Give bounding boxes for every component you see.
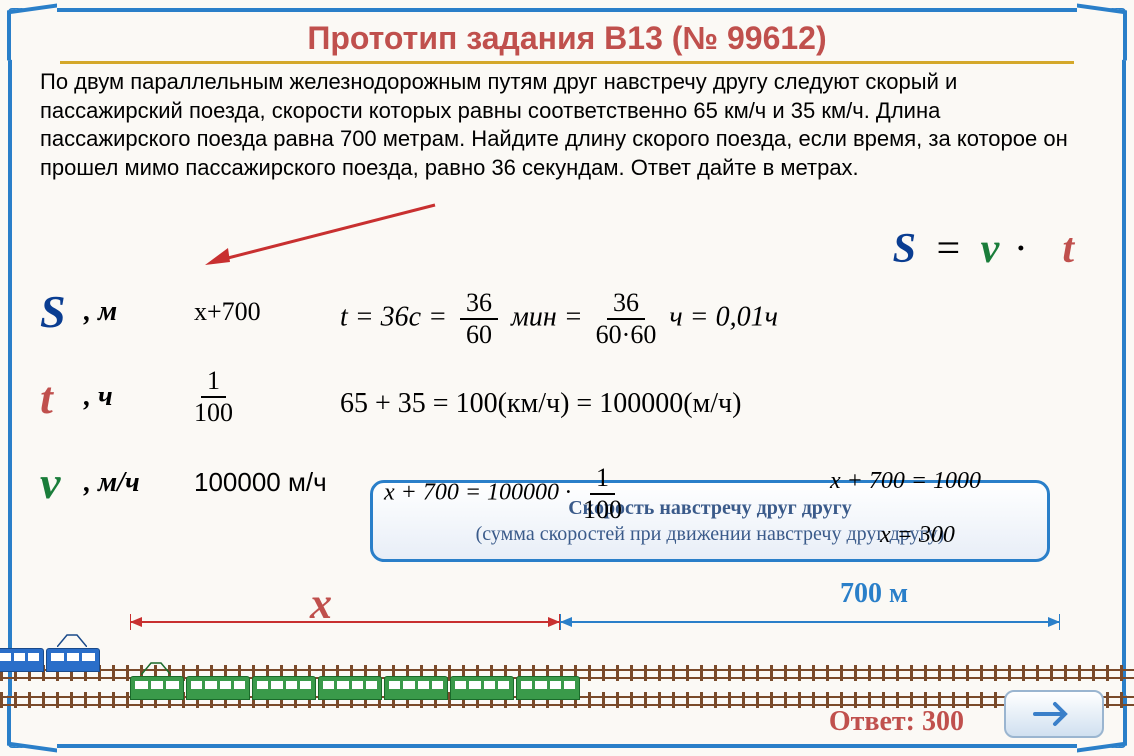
next-button[interactable] bbox=[1004, 690, 1104, 738]
var-s: S bbox=[40, 285, 80, 338]
calc-time: t = 36c = 36 60 мин = 36 60·60 ч = 0,01ч bbox=[340, 290, 778, 348]
solution-eq3: x = 300 bbox=[880, 522, 955, 549]
row-t: t , ч 1 100 bbox=[40, 368, 327, 426]
formula-v: v bbox=[981, 226, 1000, 272]
val-v: 100000 м/ч bbox=[194, 467, 327, 498]
problem-text: По двум параллельным железнодорожным пут… bbox=[40, 68, 1094, 182]
arrow-red-icon bbox=[200, 200, 440, 270]
unit-v: , м/ч bbox=[84, 467, 164, 499]
val-s: x+700 bbox=[194, 297, 261, 327]
formula-svt: S = v · t bbox=[893, 225, 1074, 273]
formula-s: S bbox=[893, 226, 916, 272]
var-t: t bbox=[40, 371, 80, 424]
solution-eq2: x + 700 = 1000 bbox=[830, 468, 981, 495]
bracket-x-icon bbox=[130, 612, 560, 632]
solution-eq1: x + 700 = 100000 · 1 100 bbox=[384, 465, 622, 523]
green-train-icon bbox=[130, 676, 580, 704]
corner-tr bbox=[1077, 3, 1127, 60]
unit-t: , ч bbox=[84, 381, 164, 413]
row-s: S , м x+700 bbox=[40, 285, 327, 338]
frac-den: 100 bbox=[194, 398, 233, 426]
calc-speed: 65 + 35 = 100(км/ч) = 100000(м/ч) bbox=[340, 388, 741, 420]
formula-eq: = bbox=[936, 226, 960, 272]
label-700m: 700 м bbox=[840, 578, 908, 610]
frac-num: 1 bbox=[201, 368, 226, 398]
corner-tl bbox=[7, 3, 57, 60]
val-t-fraction: 1 100 bbox=[194, 368, 233, 426]
bracket-700-icon bbox=[560, 612, 1060, 632]
blue-train-icon bbox=[0, 648, 100, 676]
formula-dot: · bbox=[1014, 226, 1028, 272]
unit-s: , м bbox=[84, 296, 164, 328]
formula-t: t bbox=[1062, 226, 1074, 272]
row-v: v , м/ч 100000 м/ч bbox=[40, 456, 327, 509]
var-v: v bbox=[40, 456, 80, 509]
answer-text: Ответ: 300 bbox=[829, 706, 964, 738]
variables-column: S , м x+700 t , ч 1 100 v , м/ч 100000 м… bbox=[40, 285, 327, 539]
arrow-right-icon bbox=[1033, 699, 1075, 729]
page-title: Прототип задания В13 (№ 99612) bbox=[60, 20, 1074, 64]
